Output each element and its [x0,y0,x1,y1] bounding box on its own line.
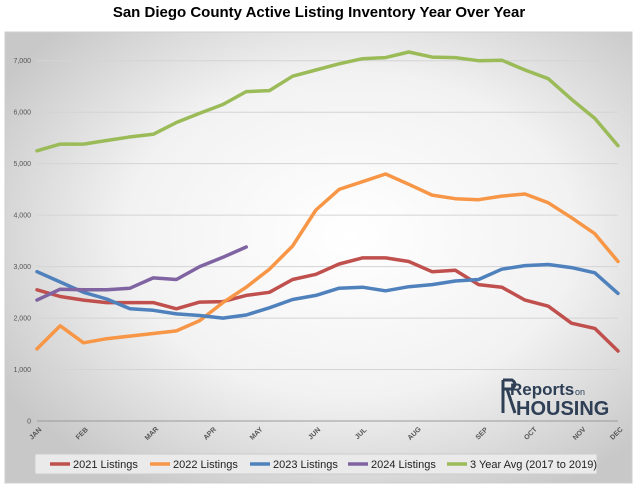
y-tick-label: 5,000 [13,161,31,168]
reports-on-housing-logo: Reports on HOUSING [501,378,609,420]
legend-label-2022: 2022 Listings [173,459,238,471]
legend-label-2021: 2021 Listings [73,459,138,471]
legend-label-2024: 2024 Listings [371,459,436,471]
legend-box [34,453,598,475]
y-tick-label: 4,000 [13,213,31,220]
logo-housing: HOUSING [516,398,609,420]
series-line-2024 [35,245,248,302]
y-tick-label: 1,000 [13,367,31,374]
legend-label-3yr-avg: 3 Year Avg (2017 to 2019) [470,459,597,471]
series-line-3yr-avg [35,50,620,153]
plot-background [4,31,633,484]
series-line-2021 [35,256,620,353]
chart-title: San Diego County Active Listing Inventor… [112,4,526,21]
logo-reports: Reports [510,380,574,399]
logo-r-mark [501,378,517,414]
series-line-2023 [35,262,620,320]
y-tick-label: 6,000 [13,110,31,117]
y-tick-label: 3,000 [13,264,31,271]
y-tick-label: 7,000 [13,58,31,65]
legend-label-2023: 2023 Listings [273,459,338,471]
series-layer [35,50,620,353]
series-line-2022 [35,172,620,351]
y-tick-label: 2,000 [13,316,31,323]
logo-on: on [575,387,585,397]
y-tick-label: 0 [27,419,31,426]
legend: 2021 Listings 2022 Listings 2023 Listings 2… [34,453,598,475]
